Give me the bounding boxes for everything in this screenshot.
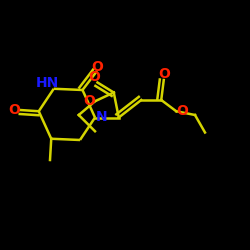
Text: O: O bbox=[92, 60, 104, 74]
Text: O: O bbox=[84, 94, 96, 108]
Text: O: O bbox=[8, 103, 20, 117]
Text: O: O bbox=[176, 104, 188, 118]
Text: HN: HN bbox=[36, 76, 59, 90]
Text: N: N bbox=[96, 110, 108, 124]
Text: O: O bbox=[158, 67, 170, 81]
Text: O: O bbox=[88, 70, 100, 84]
